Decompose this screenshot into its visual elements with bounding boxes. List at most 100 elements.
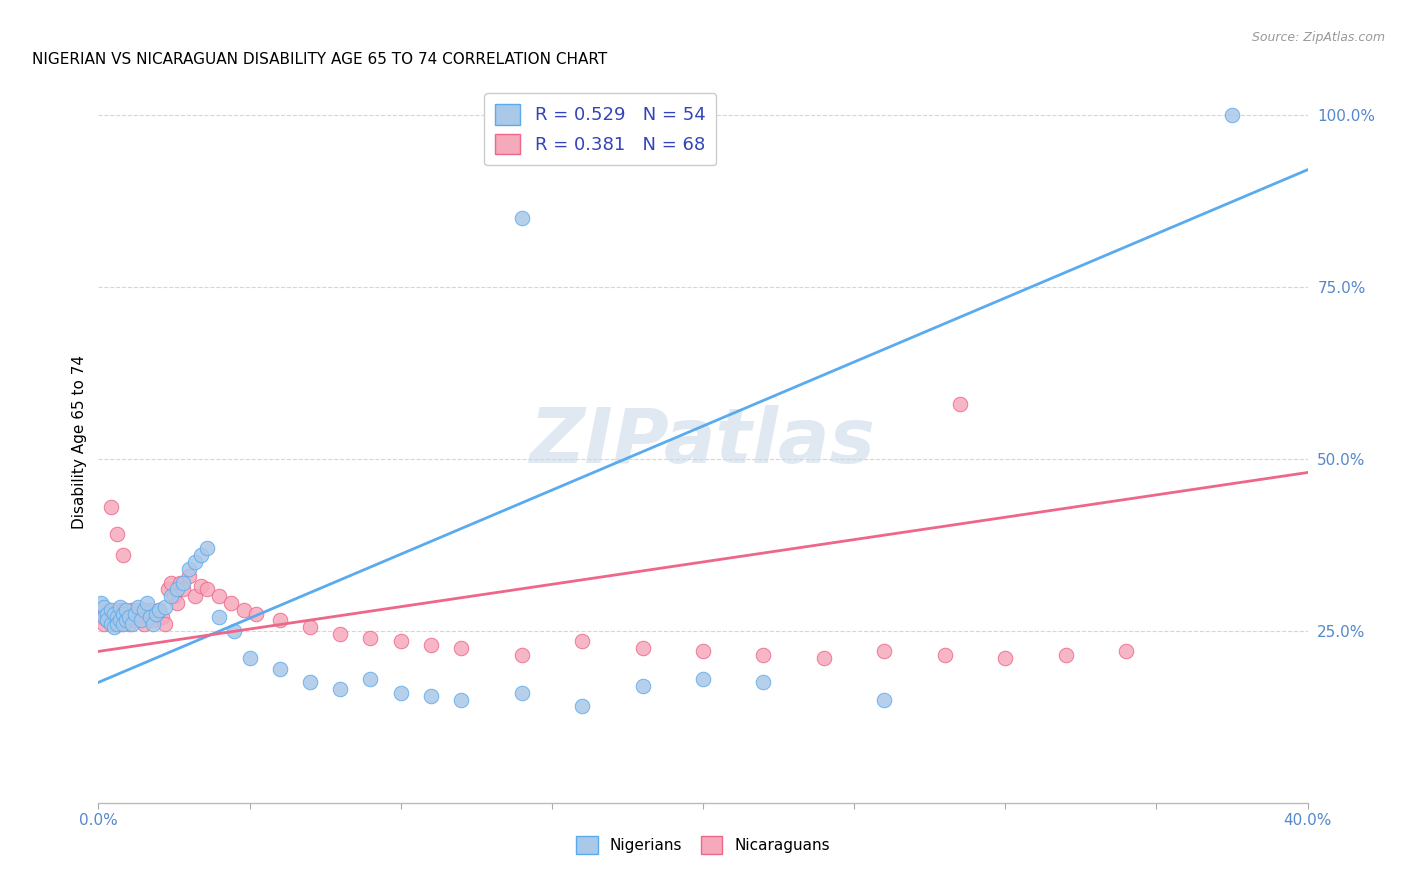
- Point: [121, 616, 143, 631]
- Point: [108, 614, 131, 628]
- Point: [100, 500, 122, 514]
- Point: [150, 610, 173, 624]
- Point: [631, 640, 654, 655]
- Point: [190, 548, 212, 562]
- Point: [90, 596, 112, 610]
- Point: [111, 616, 134, 631]
- Point: [105, 603, 128, 617]
- Point: [179, 568, 201, 582]
- Point: [949, 397, 972, 411]
- Point: [692, 644, 714, 658]
- Text: Source: ZipAtlas.com: Source: ZipAtlas.com: [1251, 31, 1385, 45]
- Point: [93, 607, 115, 621]
- Point: [148, 603, 170, 617]
- Point: [156, 582, 179, 597]
- Point: [208, 610, 231, 624]
- Point: [269, 662, 291, 676]
- Point: [96, 614, 118, 628]
- Point: [129, 614, 152, 628]
- Point: [132, 603, 155, 617]
- Point: [510, 648, 533, 662]
- Point: [166, 582, 188, 597]
- Point: [631, 679, 654, 693]
- Point: [389, 634, 412, 648]
- Point: [111, 603, 134, 617]
- Point: [190, 579, 212, 593]
- Point: [111, 607, 134, 621]
- Point: [1220, 108, 1243, 122]
- Point: [1115, 644, 1137, 658]
- Point: [360, 672, 382, 686]
- Point: [148, 603, 170, 617]
- Point: [389, 686, 412, 700]
- Point: [139, 610, 162, 624]
- Point: [142, 616, 165, 631]
- Point: [160, 590, 183, 604]
- Point: [100, 610, 122, 624]
- Point: [163, 590, 186, 604]
- Point: [169, 575, 191, 590]
- Point: [108, 616, 131, 631]
- Point: [105, 616, 128, 631]
- Point: [114, 603, 136, 617]
- Point: [105, 614, 128, 628]
- Text: ZIPatlas: ZIPatlas: [530, 405, 876, 478]
- Point: [118, 616, 141, 631]
- Point: [132, 616, 155, 631]
- Point: [153, 616, 176, 631]
- Point: [103, 620, 125, 634]
- Point: [114, 610, 136, 624]
- Point: [100, 603, 122, 617]
- Point: [124, 607, 146, 621]
- Point: [121, 603, 143, 617]
- Point: [103, 607, 125, 621]
- Point: [93, 610, 115, 624]
- Text: NIGERIAN VS NICARAGUAN DISABILITY AGE 65 TO 74 CORRELATION CHART: NIGERIAN VS NICARAGUAN DISABILITY AGE 65…: [32, 52, 607, 67]
- Point: [224, 624, 246, 638]
- Point: [510, 211, 533, 225]
- Point: [269, 614, 291, 628]
- Point: [571, 634, 593, 648]
- Point: [103, 616, 125, 631]
- Point: [124, 610, 146, 624]
- Point: [96, 614, 118, 628]
- Point: [510, 686, 533, 700]
- Point: [752, 675, 775, 690]
- Point: [420, 638, 443, 652]
- Point: [221, 596, 243, 610]
- Point: [994, 651, 1017, 665]
- Point: [692, 672, 714, 686]
- Point: [129, 614, 152, 628]
- Point: [184, 555, 207, 569]
- Point: [420, 689, 443, 703]
- Point: [96, 603, 118, 617]
- Point: [329, 682, 352, 697]
- Point: [105, 527, 128, 541]
- Point: [195, 541, 218, 556]
- Point: [127, 603, 149, 617]
- Point: [329, 627, 352, 641]
- Point: [93, 599, 115, 614]
- Point: [103, 607, 125, 621]
- Point: [360, 631, 382, 645]
- Point: [195, 582, 218, 597]
- Point: [239, 651, 262, 665]
- Point: [153, 599, 176, 614]
- Point: [571, 699, 593, 714]
- Point: [299, 620, 322, 634]
- Point: [118, 607, 141, 621]
- Point: [245, 607, 267, 621]
- Point: [450, 640, 472, 655]
- Point: [873, 644, 896, 658]
- Point: [232, 603, 254, 617]
- Point: [100, 616, 122, 631]
- Point: [166, 596, 188, 610]
- Point: [145, 607, 167, 621]
- Point: [111, 610, 134, 624]
- Point: [139, 603, 162, 617]
- Point: [118, 610, 141, 624]
- Point: [873, 692, 896, 706]
- Point: [105, 610, 128, 624]
- Point: [90, 610, 112, 624]
- Point: [108, 599, 131, 614]
